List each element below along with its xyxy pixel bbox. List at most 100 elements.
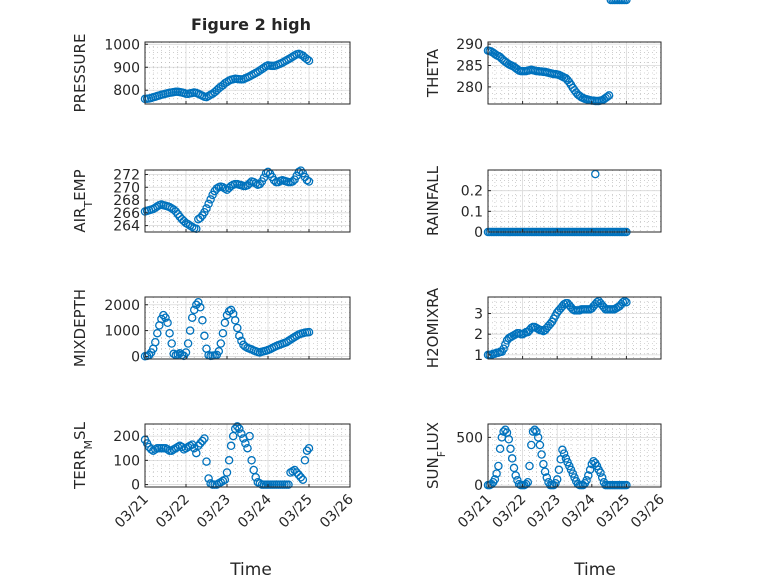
x-axis-label-right: Time <box>573 560 616 580</box>
data-point <box>294 167 304 177</box>
y-axis-label: TERRMSL <box>71 421 95 490</box>
data-point <box>499 344 508 353</box>
plot-area <box>145 424 350 487</box>
data-point <box>241 439 250 448</box>
data-point <box>582 476 591 485</box>
data-point <box>171 207 181 216</box>
y-axis-label: RAINFALL <box>424 165 442 236</box>
data-point <box>622 0 631 5</box>
data-point <box>604 91 614 100</box>
data-point <box>495 444 505 454</box>
data-point <box>300 456 310 465</box>
data-point <box>220 79 230 88</box>
data-point <box>528 427 538 436</box>
data-point <box>251 473 260 482</box>
data-point <box>584 471 593 480</box>
data-point <box>220 318 230 328</box>
data-point <box>196 303 205 312</box>
axis-box <box>487 169 662 233</box>
data-point <box>230 424 240 434</box>
panel-h2omixra: 1 2 3 H2OMIXRA <box>424 287 662 368</box>
data-point <box>146 445 156 454</box>
data-point <box>259 173 269 182</box>
data-point <box>288 177 297 186</box>
data-point <box>163 318 172 328</box>
axis-box <box>487 41 662 105</box>
data-point <box>506 444 515 454</box>
data-point <box>527 440 536 450</box>
data-point <box>165 328 174 338</box>
y-tick-label: 0.1 <box>461 204 483 220</box>
minor-grid <box>488 42 661 104</box>
data-point <box>235 424 244 434</box>
data-points <box>483 0 631 106</box>
data-point <box>304 327 314 337</box>
data-points <box>140 166 314 234</box>
y-tick-label: 900 <box>113 60 140 76</box>
data-point <box>196 439 205 448</box>
data-point <box>552 475 562 484</box>
y-tick-label: 0 <box>131 478 140 494</box>
data-point <box>204 474 213 483</box>
data-point <box>200 434 209 443</box>
data-point <box>535 440 545 450</box>
data-point <box>290 465 299 475</box>
data-point <box>302 175 312 185</box>
data-point <box>218 328 228 338</box>
y-tick-label: 272 <box>113 167 140 183</box>
axis-box <box>144 296 351 360</box>
data-point <box>226 441 236 451</box>
data-point <box>542 473 552 482</box>
axis-box <box>487 423 662 488</box>
y-axis-label: AIRTEMP <box>71 169 95 232</box>
data-point <box>530 425 539 434</box>
y-tick-label: 0.2 <box>461 184 483 200</box>
data-point <box>255 179 265 189</box>
data-point <box>292 468 301 477</box>
axis-box <box>144 423 351 488</box>
data-point <box>269 175 279 185</box>
data-point <box>198 436 207 446</box>
data-point <box>230 316 240 325</box>
data-point <box>540 467 550 476</box>
data-points <box>483 296 631 360</box>
data-point <box>237 429 246 438</box>
data-point <box>507 454 517 463</box>
y-tick-label: 1000 <box>104 37 140 53</box>
panel-pressure: 800 900 1000 PRESSURE <box>71 34 351 112</box>
axis-box <box>144 169 351 233</box>
axis-box <box>144 41 351 105</box>
panel-rainfall: 0 0.1 0.2 RAINFALL <box>424 165 662 241</box>
data-point <box>167 339 176 348</box>
y-tick-label: 268 <box>113 193 140 209</box>
y-tick-label: 1000 <box>104 324 140 340</box>
data-point <box>585 465 595 475</box>
data-point <box>159 310 168 320</box>
data-point <box>294 470 304 480</box>
y-tick-label: 500 <box>456 430 483 446</box>
data-point <box>194 441 203 451</box>
data-point <box>245 179 254 188</box>
y-tick-label: 266 <box>113 206 140 222</box>
data-point <box>198 316 207 325</box>
data-point <box>233 422 242 431</box>
data-point <box>298 475 308 484</box>
data-points <box>140 422 314 489</box>
y-axis-label: THETA <box>424 48 442 98</box>
data-point <box>222 468 232 477</box>
figure-title: Figure 2 high <box>191 15 311 34</box>
y-tick-label: 100 <box>113 453 140 469</box>
data-point <box>494 461 503 471</box>
data-point <box>194 297 203 307</box>
data-point <box>622 297 631 307</box>
y-axis-label: MIXDEPTH <box>71 289 89 367</box>
data-point <box>523 477 533 487</box>
data-point <box>490 475 500 484</box>
data-points <box>140 297 314 361</box>
y-tick-label: 0 <box>131 349 140 365</box>
data-point <box>501 340 510 349</box>
data-point <box>233 323 242 333</box>
